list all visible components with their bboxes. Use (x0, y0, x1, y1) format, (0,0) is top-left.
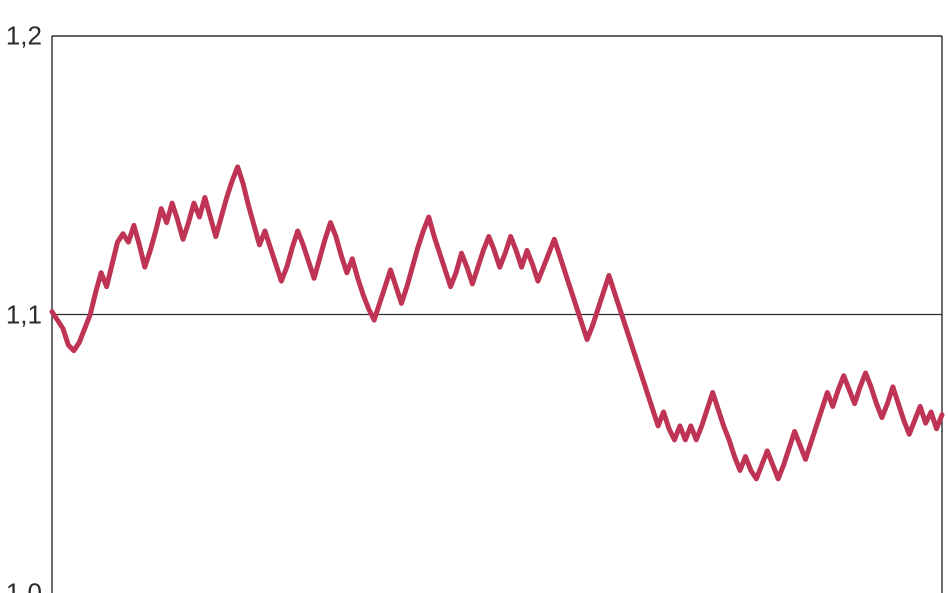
line-chart: 1,2 1,1 1,0 (0, 0, 948, 593)
chart-svg (0, 0, 948, 593)
